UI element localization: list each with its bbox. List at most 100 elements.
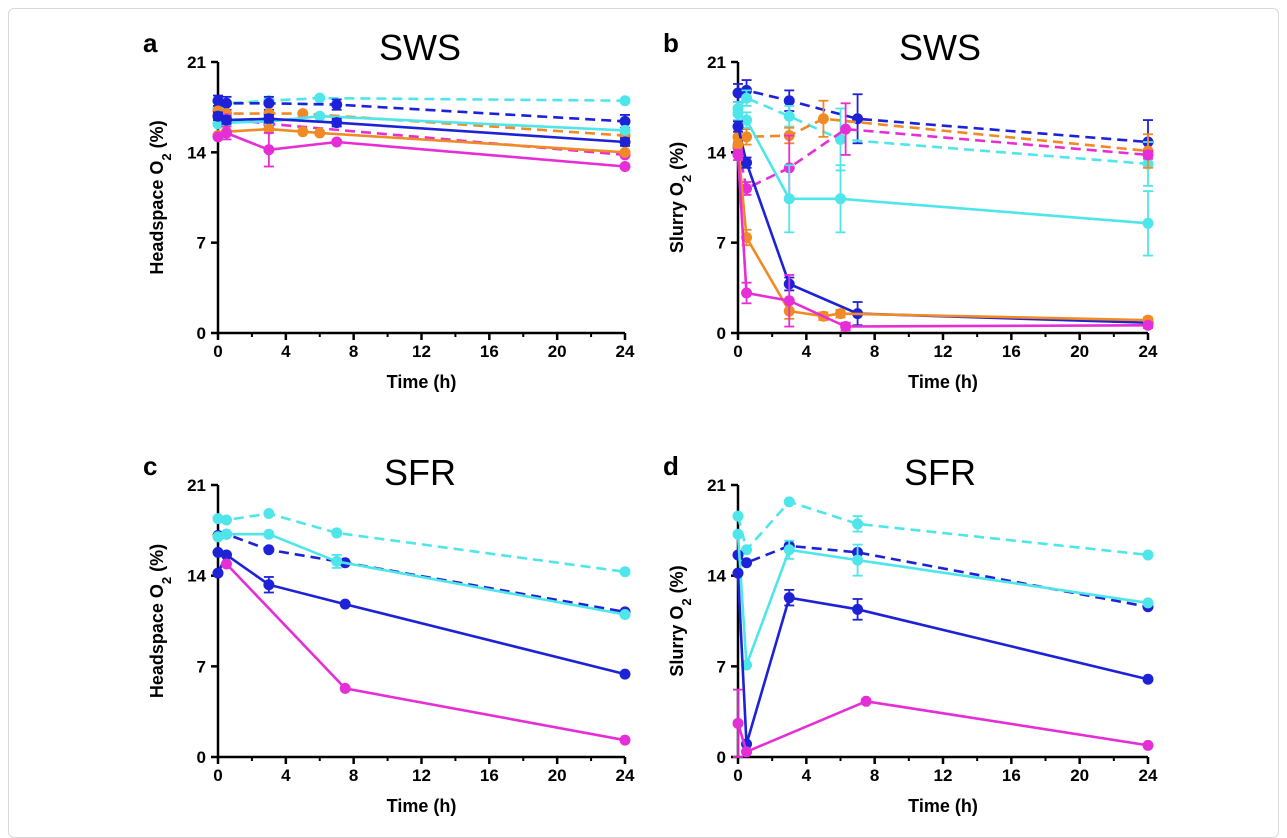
- data-point: [619, 566, 631, 578]
- series-blue-dashed: [212, 94, 631, 129]
- y-tick-label: 21: [707, 53, 726, 72]
- data-point: [212, 531, 224, 543]
- series-line: [217, 512, 626, 574]
- panel-letter: b: [663, 28, 679, 58]
- y-tick-label: 7: [197, 234, 206, 253]
- data-point: [783, 496, 795, 508]
- data-point: [220, 127, 232, 139]
- x-tick-label: 0: [213, 342, 222, 361]
- series-line: [216, 552, 626, 676]
- data-point: [783, 592, 795, 604]
- data-point: [835, 193, 846, 205]
- x-tick-label: 0: [213, 766, 222, 785]
- x-tick-label: 0: [733, 342, 742, 361]
- series-blue-solid: [212, 110, 631, 148]
- series-line: [737, 89, 1149, 144]
- data-point: [314, 92, 326, 104]
- y-tick-label: 7: [197, 657, 206, 676]
- data-point: [1142, 739, 1154, 751]
- y-axis-title-unit: (%): [147, 544, 167, 577]
- x-tick-label: 4: [281, 342, 291, 361]
- x-axis-title: Time (h): [387, 796, 457, 816]
- data-point: [212, 118, 224, 130]
- series-line: [736, 699, 1149, 754]
- panel-c: c SFR 0 7 14 21 0 4 8 12 16 20 24 Time (h) Headspace O…: [143, 451, 635, 816]
- data-point: [263, 97, 275, 109]
- series-magenta-solid: [212, 125, 631, 173]
- x-tick-label: 16: [480, 766, 499, 785]
- data-point: [263, 123, 275, 135]
- data-point: [619, 95, 631, 107]
- data-point: [852, 603, 864, 615]
- data-point: [741, 557, 753, 569]
- y-axis-title-subscript: 2: [679, 175, 694, 182]
- series-line: [736, 126, 1149, 324]
- y-axis-title-main: Headspace O: [147, 584, 167, 698]
- y-axis-title-unit: (%): [667, 565, 687, 598]
- data-point: [331, 117, 343, 129]
- data-point: [741, 182, 753, 194]
- y-axis-title-subscript: 2: [679, 598, 694, 605]
- series-line: [736, 144, 1149, 322]
- data-point: [741, 114, 753, 126]
- panel-title: SWS: [379, 27, 461, 68]
- x-axis-title: Time (h): [908, 796, 978, 816]
- data-point: [220, 97, 232, 109]
- data-point: [263, 113, 275, 125]
- y-axis-title: Slurry O2 (%): [667, 565, 694, 676]
- data-point: [783, 95, 795, 107]
- x-tick-label: 8: [870, 766, 879, 785]
- data-point: [783, 193, 795, 205]
- data-point: [220, 514, 232, 526]
- y-tick-label: 7: [717, 657, 726, 676]
- y-tick-label: 0: [197, 324, 206, 343]
- y-tick-label: 14: [707, 143, 726, 162]
- y-tick-label: 21: [707, 476, 726, 495]
- data-point: [840, 321, 852, 333]
- data-point: [314, 127, 326, 139]
- data-point: [835, 133, 846, 145]
- data-point: [263, 507, 275, 519]
- series-magenta-solid: [220, 558, 631, 746]
- data-point: [732, 121, 744, 133]
- data-point: [835, 308, 846, 320]
- data-point: [220, 528, 232, 540]
- x-tick-label: 12: [412, 342, 431, 361]
- data-point: [741, 92, 753, 104]
- y-axis-title-main: Slurry O: [667, 606, 687, 677]
- data-point: [619, 136, 631, 148]
- data-point: [732, 87, 744, 99]
- data-point: [852, 554, 864, 566]
- data-point: [619, 146, 631, 158]
- series-line: [738, 117, 1149, 153]
- data-point: [741, 157, 753, 169]
- panel-b: b SWS 0 7 14 21 0 4 8 12 16 20 24 Time (h) Slurry O2 (…: [663, 27, 1158, 392]
- data-point: [732, 567, 744, 579]
- data-point: [331, 99, 343, 111]
- x-tick-label: 4: [281, 766, 291, 785]
- data-point: [619, 734, 631, 746]
- y-tick-label: 0: [197, 748, 206, 767]
- data-point: [619, 161, 631, 173]
- x-tick-label: 8: [870, 342, 879, 361]
- data-point: [314, 110, 326, 122]
- data-point: [619, 609, 631, 621]
- series-magenta-solid: [732, 148, 1154, 333]
- data-point: [263, 544, 275, 556]
- data-point: [212, 110, 224, 122]
- y-tick-label: 14: [187, 567, 206, 586]
- data-point: [212, 567, 224, 579]
- data-point: [212, 95, 224, 107]
- y-axis-title-main: Slurry O: [667, 182, 687, 253]
- y-tick-label: 21: [187, 53, 206, 72]
- data-point: [741, 544, 753, 556]
- data-point: [263, 144, 275, 156]
- data-point: [732, 510, 744, 522]
- x-tick-label: 24: [1139, 342, 1158, 361]
- data-point: [339, 598, 351, 610]
- x-tick-label: 12: [934, 342, 953, 361]
- data-point: [212, 513, 224, 525]
- panel-title: SFR: [384, 452, 456, 493]
- data-point: [263, 528, 275, 540]
